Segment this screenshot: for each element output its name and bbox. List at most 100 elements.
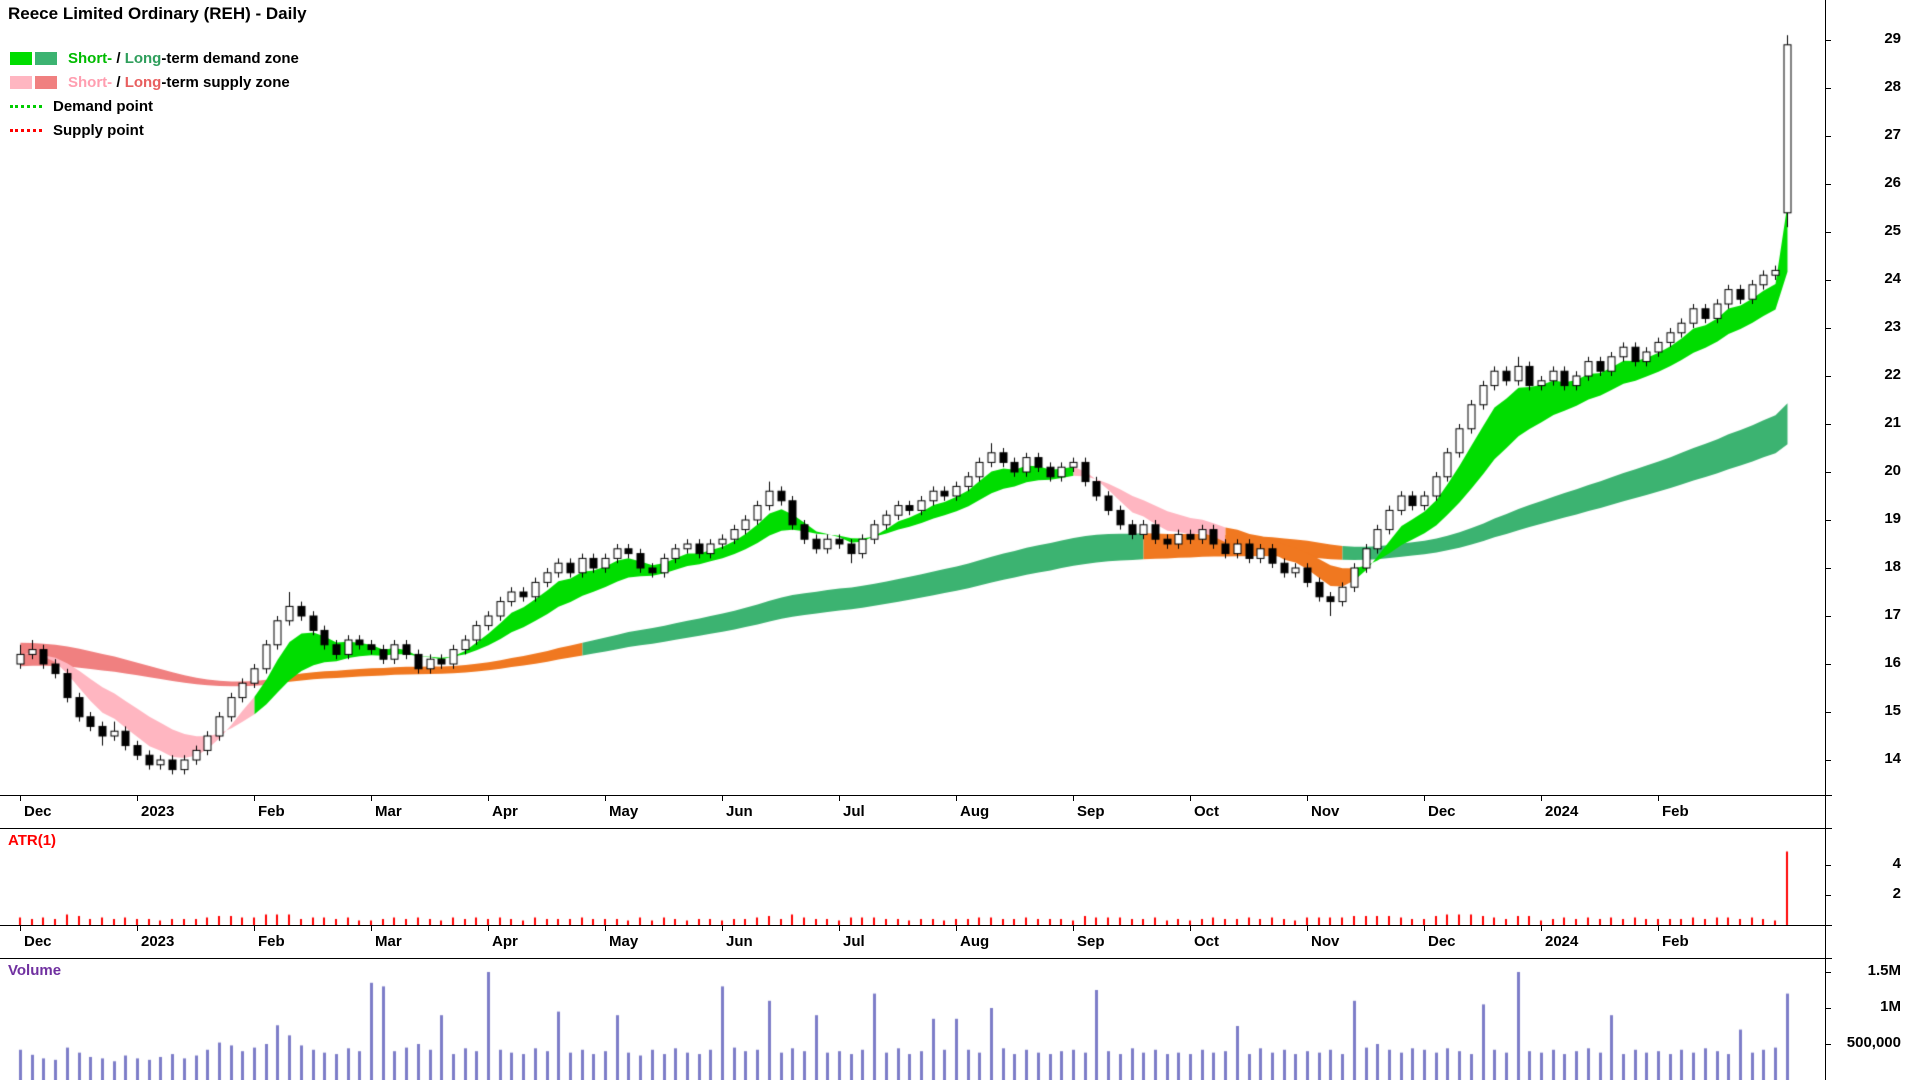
price-tick bbox=[1825, 519, 1831, 521]
price-tick-label: 29 bbox=[1884, 30, 1901, 47]
legend-swatch bbox=[10, 75, 32, 89]
month-label: Dec bbox=[24, 933, 52, 950]
month-label: Feb bbox=[258, 803, 285, 820]
month-tick bbox=[1658, 796, 1659, 801]
month-label: May bbox=[609, 933, 639, 950]
month-label: Apr bbox=[492, 933, 518, 950]
legend-row: Supply point bbox=[10, 118, 299, 142]
month-label: Oct bbox=[1194, 933, 1220, 950]
price-tick bbox=[1825, 663, 1831, 665]
price-tick bbox=[1825, 711, 1831, 713]
legend-row: Short- / Long-term supply zone bbox=[10, 70, 299, 94]
price-tick bbox=[1825, 279, 1831, 281]
volume-tick bbox=[1825, 1007, 1831, 1009]
month-tick bbox=[605, 796, 606, 801]
legend-dotted-line bbox=[10, 128, 42, 132]
legend-label: Demand point bbox=[53, 98, 153, 115]
price-tick bbox=[1825, 375, 1831, 377]
price-tick-label: 22 bbox=[1884, 366, 1901, 383]
month-label: Apr bbox=[492, 803, 518, 820]
chart-title: Reece Limited Ordinary (REH) - Daily bbox=[8, 4, 307, 23]
price-tick-label: 20 bbox=[1884, 462, 1901, 479]
volume-tick bbox=[1825, 1043, 1831, 1045]
month-label: Feb bbox=[1662, 803, 1689, 820]
volume-tick bbox=[1825, 971, 1831, 973]
legend-label-part: Short- bbox=[68, 49, 113, 67]
month-label: Aug bbox=[960, 803, 990, 820]
price-tick-label: 17 bbox=[1884, 606, 1901, 623]
atr-panel: ATR(1) bbox=[0, 830, 1832, 925]
month-tick bbox=[1541, 926, 1542, 931]
price-tick bbox=[1825, 567, 1831, 569]
month-label: 2023 bbox=[141, 933, 175, 950]
legend-label-part: Short- bbox=[68, 73, 113, 91]
legend-label-part: Supply point bbox=[53, 121, 144, 139]
price-tick bbox=[1825, 231, 1831, 233]
price-month-axis: Dec 2023 Feb Mar Apr May Jun Jul Aug Sep Oct Nov Dec… bbox=[0, 795, 1832, 829]
price-tick-label: 24 bbox=[1884, 270, 1901, 287]
month-label: May bbox=[609, 803, 639, 820]
month-tick bbox=[371, 796, 372, 801]
month-tick bbox=[20, 926, 21, 931]
price-tick-label: 28 bbox=[1884, 78, 1901, 95]
price-tick-label: 15 bbox=[1884, 702, 1901, 719]
month-label: Mar bbox=[375, 803, 402, 820]
volume-canvas[interactable] bbox=[0, 960, 1825, 1080]
price-tick bbox=[1825, 423, 1831, 425]
volume-axis: 1.5M 1M 500,000 bbox=[1825, 960, 1920, 1080]
month-label: 2023 bbox=[141, 803, 175, 820]
month-label: Dec bbox=[24, 803, 52, 820]
month-label: Aug bbox=[960, 933, 990, 950]
month-tick bbox=[1073, 796, 1074, 801]
price-tick bbox=[1825, 615, 1831, 617]
month-tick bbox=[1424, 926, 1425, 931]
legend: Short- / Long-term demand zone Short- / L… bbox=[10, 46, 299, 142]
price-panel: Reece Limited Ordinary (REH) - Daily Sho… bbox=[0, 0, 1825, 795]
month-tick bbox=[1190, 796, 1191, 801]
month-tick bbox=[254, 926, 255, 931]
volume-tick-label: 1.5M bbox=[1867, 962, 1901, 979]
legend-label-part: Long bbox=[124, 73, 162, 91]
month-tick bbox=[137, 926, 138, 931]
legend-label: Supply point bbox=[53, 122, 144, 139]
price-chart-canvas[interactable] bbox=[0, 0, 1825, 795]
month-tick bbox=[20, 796, 21, 801]
month-tick bbox=[722, 926, 723, 931]
month-tick bbox=[1307, 796, 1308, 801]
month-tick bbox=[956, 796, 957, 801]
month-tick bbox=[1658, 926, 1659, 931]
volume-tick-label: 500,000 bbox=[1846, 1034, 1901, 1051]
atr-canvas[interactable] bbox=[0, 830, 1825, 925]
month-label: Nov bbox=[1311, 803, 1340, 820]
volume-label: Volume bbox=[8, 962, 62, 979]
month-tick bbox=[839, 796, 840, 801]
month-tick bbox=[1307, 926, 1308, 931]
legend-label: Short- / Long-term supply zone bbox=[68, 74, 290, 91]
price-tick bbox=[1825, 759, 1831, 761]
price-tick bbox=[1825, 87, 1831, 89]
legend-label-part: Demand point bbox=[53, 97, 153, 115]
atr-tick bbox=[1825, 864, 1831, 866]
price-tick-label: 19 bbox=[1884, 510, 1901, 527]
month-label: Mar bbox=[375, 933, 402, 950]
atr-label: ATR(1) bbox=[8, 832, 57, 849]
month-label: Sep bbox=[1077, 803, 1105, 820]
volume-panel: Volume bbox=[0, 960, 1832, 1080]
legend-swatch bbox=[10, 51, 32, 65]
month-label: Jul bbox=[843, 803, 865, 820]
price-tick-label: 27 bbox=[1884, 126, 1901, 143]
atr-tick bbox=[1825, 894, 1831, 896]
month-tick bbox=[254, 796, 255, 801]
month-label: Jun bbox=[726, 933, 753, 950]
legend-row: Short- / Long-term demand zone bbox=[10, 46, 299, 70]
price-tick-label: 21 bbox=[1884, 414, 1901, 431]
legend-dotted-line bbox=[10, 104, 42, 108]
volume-tick-label: 1M bbox=[1880, 998, 1901, 1015]
legend-label-part: / bbox=[112, 49, 125, 67]
right-axis-line bbox=[1825, 0, 1826, 1080]
price-tick-label: 18 bbox=[1884, 558, 1901, 575]
atr-tick-label: 4 bbox=[1892, 855, 1901, 872]
price-tick bbox=[1825, 327, 1831, 329]
